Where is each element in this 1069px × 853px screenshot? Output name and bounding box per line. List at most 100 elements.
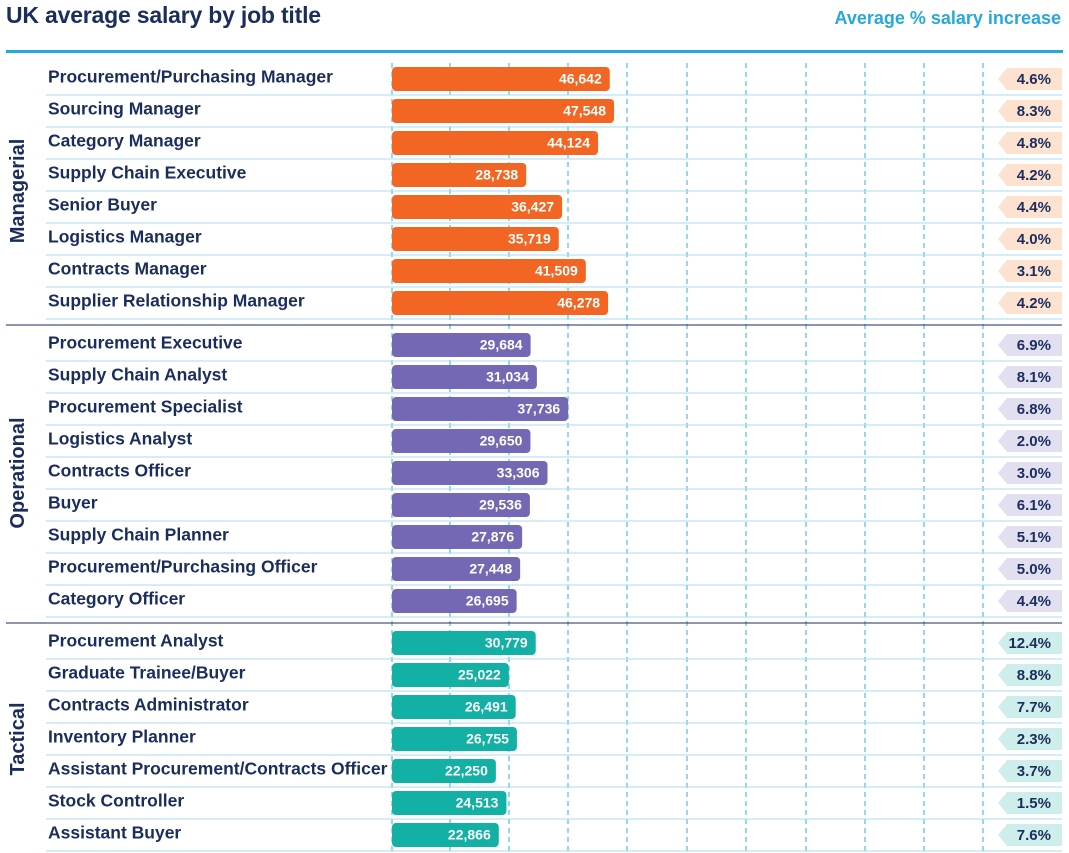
group-label-tactical: Tactical bbox=[7, 703, 29, 776]
salary-bar bbox=[392, 631, 536, 655]
bar-value-label: 22,250 bbox=[445, 763, 488, 779]
salary-bar bbox=[392, 759, 496, 783]
salary-bar bbox=[392, 227, 559, 251]
increase-value: 4.8% bbox=[1017, 135, 1051, 152]
bar-value-label: 44,124 bbox=[547, 135, 590, 151]
page-title: UK average salary by job title bbox=[6, 2, 321, 28]
salary-bar bbox=[392, 195, 563, 219]
bar-value-label: 26,491 bbox=[465, 699, 508, 715]
salary-bar bbox=[392, 525, 523, 549]
increase-tag bbox=[998, 590, 1062, 612]
increase-tag bbox=[998, 760, 1062, 782]
increase-column-header: Average % salary increase bbox=[834, 8, 1062, 28]
bar-value-label: 46,278 bbox=[557, 295, 600, 311]
increase-value: 6.9% bbox=[1017, 337, 1051, 354]
bar-value-label: 24,513 bbox=[456, 795, 499, 811]
bar-value-label: 36,427 bbox=[511, 199, 554, 215]
bar-value-label: 27,448 bbox=[469, 561, 512, 577]
increase-value: 7.7% bbox=[1017, 699, 1051, 716]
salary-bar bbox=[392, 557, 521, 581]
row-label: Logistics Manager bbox=[48, 227, 202, 247]
bar-value-label: 46,642 bbox=[559, 71, 602, 87]
increase-value: 4.4% bbox=[1017, 199, 1051, 216]
bar-value-label: 28,738 bbox=[475, 167, 518, 183]
increase-tag bbox=[998, 196, 1062, 218]
increase-value: 4.6% bbox=[1017, 71, 1051, 88]
increase-tag bbox=[998, 228, 1062, 250]
bar-value-label: 41,509 bbox=[535, 263, 578, 279]
increase-tag bbox=[998, 292, 1062, 314]
increase-tag bbox=[998, 526, 1062, 548]
row-label: Supply Chain Planner bbox=[48, 525, 229, 545]
row-label: Procurement Specialist bbox=[48, 397, 243, 417]
salary-bar bbox=[392, 259, 586, 283]
row-label: Logistics Analyst bbox=[48, 429, 192, 449]
salary-bar bbox=[392, 493, 530, 517]
salary-bar bbox=[392, 663, 509, 687]
bar-value-label: 29,684 bbox=[480, 337, 523, 353]
salary-bar bbox=[392, 365, 537, 389]
bar-value-label: 30,779 bbox=[485, 635, 528, 651]
bar-value-label: 26,755 bbox=[466, 731, 509, 747]
row-label: Supplier Relationship Manager bbox=[48, 291, 305, 311]
bar-value-label: 47,548 bbox=[563, 103, 606, 119]
row-label: Procurement Analyst bbox=[48, 631, 224, 651]
increase-tag bbox=[998, 260, 1062, 282]
increase-tag bbox=[998, 696, 1062, 718]
bar-value-label: 25,022 bbox=[458, 667, 501, 683]
row-label: Assistant Procurement/Contracts Officer bbox=[48, 759, 388, 779]
salary-bar bbox=[392, 791, 507, 815]
increase-value: 5.0% bbox=[1017, 561, 1051, 578]
increase-tag bbox=[998, 334, 1062, 356]
salary-bar bbox=[392, 291, 609, 315]
increase-tag bbox=[998, 664, 1062, 686]
bar-value-label: 31,034 bbox=[486, 369, 529, 385]
increase-tag bbox=[998, 430, 1062, 452]
increase-value: 2.0% bbox=[1017, 433, 1051, 450]
increase-tag bbox=[998, 100, 1062, 122]
row-label: Supply Chain Analyst bbox=[48, 365, 227, 385]
increase-tag bbox=[998, 462, 1062, 484]
salary-bar bbox=[392, 461, 548, 485]
row-label: Graduate Trainee/Buyer bbox=[48, 663, 246, 683]
row-label: Buyer bbox=[48, 493, 98, 513]
salary-bar bbox=[392, 99, 614, 123]
salary-bar bbox=[392, 333, 531, 357]
increase-value: 3.0% bbox=[1017, 465, 1051, 482]
increase-value: 2.3% bbox=[1017, 731, 1051, 748]
row-label: Assistant Buyer bbox=[48, 823, 181, 843]
increase-value: 8.3% bbox=[1017, 103, 1051, 120]
row-label: Inventory Planner bbox=[48, 727, 196, 747]
increase-value: 3.1% bbox=[1017, 263, 1051, 280]
increase-value: 3.7% bbox=[1017, 763, 1051, 780]
increase-value: 12.4% bbox=[1008, 635, 1051, 652]
row-label: Stock Controller bbox=[48, 791, 184, 811]
increase-value: 1.5% bbox=[1017, 795, 1051, 812]
row-label: Category Officer bbox=[48, 589, 185, 609]
increase-tag bbox=[998, 366, 1062, 388]
group-label-operational: Operational bbox=[7, 417, 29, 528]
bar-value-label: 26,695 bbox=[466, 593, 509, 609]
increase-value: 4.2% bbox=[1017, 295, 1051, 312]
increase-tag bbox=[998, 792, 1062, 814]
increase-tag bbox=[998, 132, 1062, 154]
salary-bar bbox=[392, 429, 531, 453]
increase-tag bbox=[998, 398, 1062, 420]
salary-bar bbox=[392, 589, 517, 613]
increase-value: 7.6% bbox=[1017, 827, 1051, 844]
row-label: Supply Chain Executive bbox=[48, 163, 247, 183]
increase-value: 6.8% bbox=[1017, 401, 1051, 418]
salary-bar bbox=[392, 67, 610, 91]
increase-tag bbox=[998, 558, 1062, 580]
bar-value-label: 33,306 bbox=[497, 465, 540, 481]
header-divider bbox=[6, 50, 1063, 53]
bar-value-label: 27,876 bbox=[471, 529, 514, 545]
group-label-managerial: Managerial bbox=[7, 139, 29, 243]
bar-value-label: 22,866 bbox=[448, 827, 491, 843]
salary-bar bbox=[392, 823, 499, 847]
row-label: Contracts Officer bbox=[48, 461, 191, 481]
row-label: Procurement/Purchasing Officer bbox=[48, 557, 318, 577]
increase-tag bbox=[998, 632, 1062, 654]
increase-tag bbox=[998, 68, 1062, 90]
